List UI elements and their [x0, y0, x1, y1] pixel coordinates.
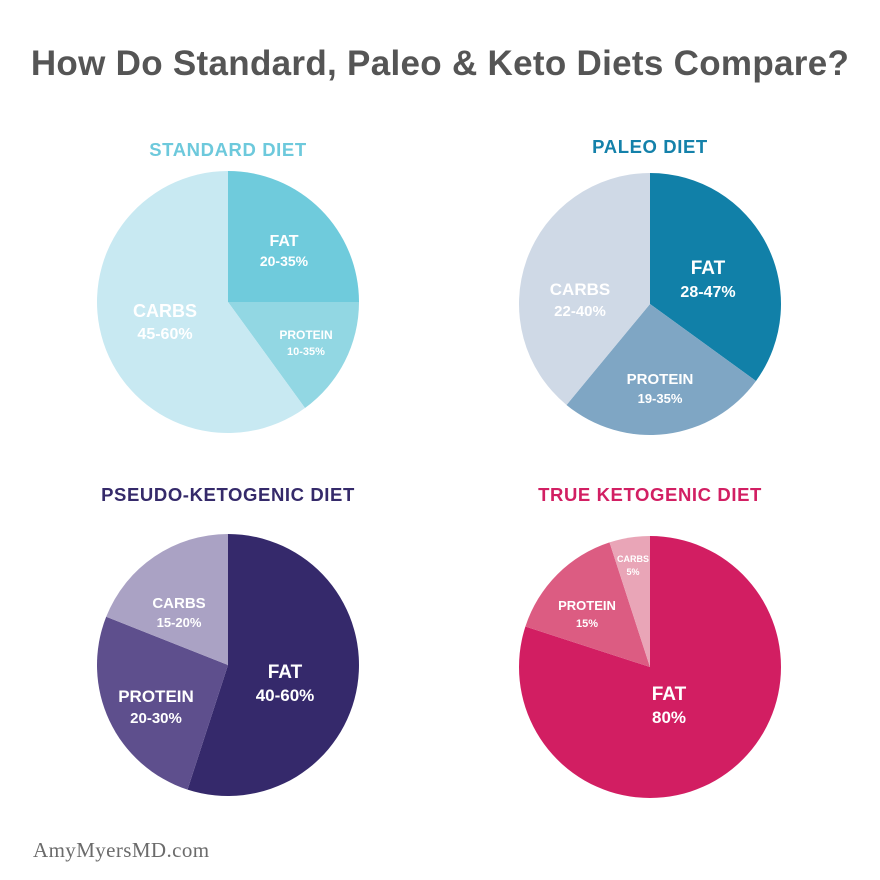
slice-name: FAT	[268, 662, 303, 683]
slice-range: 20-35%	[260, 253, 309, 269]
slice-range: 10-35%	[287, 346, 325, 358]
slice-name: CARBS	[550, 280, 610, 299]
slice-name: PROTEIN	[118, 687, 194, 706]
slice-name: PROTEIN	[279, 328, 332, 342]
slice-label-fat: FAT 20-35%	[260, 233, 309, 269]
pie-slice-carbs	[609, 536, 650, 667]
slice-range: 40-60%	[256, 686, 315, 705]
slice-label-carbs: CARBS 5%	[617, 554, 649, 577]
pseudo-ketogenic-diet-title: PSEUDO-KETOGENIC DIET	[101, 484, 355, 505]
slice-range: 15-20%	[157, 615, 202, 630]
pie-slice-fat	[228, 171, 359, 302]
slice-label-protein: PROTEIN 10-35%	[279, 328, 332, 358]
slice-range: 20-30%	[130, 710, 182, 727]
pie-slice-carbs	[96, 171, 305, 433]
true-ketogenic-diet-title: TRUE KETOGENIC DIET	[538, 484, 762, 505]
pie-slice-carbs	[106, 534, 228, 665]
slice-label-carbs: CARBS 22-40%	[550, 280, 610, 320]
slice-name: CARBS	[617, 554, 649, 564]
slice-label-carbs: CARBS 15-20%	[152, 595, 205, 630]
slice-name: FAT	[652, 684, 687, 705]
slice-label-protein: PROTEIN 20-30%	[118, 687, 194, 727]
slice-name: FAT	[691, 258, 726, 279]
slice-name: PROTEIN	[558, 598, 616, 613]
standard-diet-title: STANDARD DIET	[149, 139, 307, 160]
pie-slice-protein	[97, 616, 228, 790]
slice-name: CARBS	[152, 595, 205, 612]
site-watermark: AmyMyersMD.com	[33, 838, 210, 862]
slice-label-fat: FAT 40-60%	[256, 662, 315, 705]
pie-slice-fat	[518, 536, 781, 799]
slice-name: CARBS	[133, 301, 197, 321]
slice-range: 22-40%	[554, 303, 606, 320]
pie-slice-protein	[566, 304, 756, 435]
slice-label-protein: PROTEIN 15%	[558, 598, 616, 630]
pie-slice-fat	[650, 173, 781, 381]
slice-range: 15%	[576, 618, 598, 630]
pie-slice-protein	[228, 302, 359, 408]
pie-slice-carbs	[518, 173, 650, 405]
slice-label-fat: FAT 80%	[652, 684, 687, 727]
slice-range: 19-35%	[638, 391, 683, 406]
slice-label-fat: FAT 28-47%	[680, 258, 735, 301]
slice-range: 28-47%	[680, 284, 735, 301]
slice-label-carbs: CARBS 45-60%	[133, 301, 197, 343]
slice-range: 80%	[652, 708, 686, 727]
slice-range: 5%	[626, 567, 639, 577]
slice-name: PROTEIN	[627, 371, 694, 388]
paleo-diet-title: PALEO DIET	[592, 136, 708, 157]
page-title: How Do Standard, Paleo & Keto Diets Comp…	[30, 44, 850, 83]
pie-slice-fat	[187, 534, 359, 796]
slice-name: FAT	[269, 233, 298, 250]
slice-range: 45-60%	[137, 326, 192, 343]
pie-slice-protein	[525, 542, 650, 667]
slice-label-protein: PROTEIN 19-35%	[627, 371, 694, 406]
